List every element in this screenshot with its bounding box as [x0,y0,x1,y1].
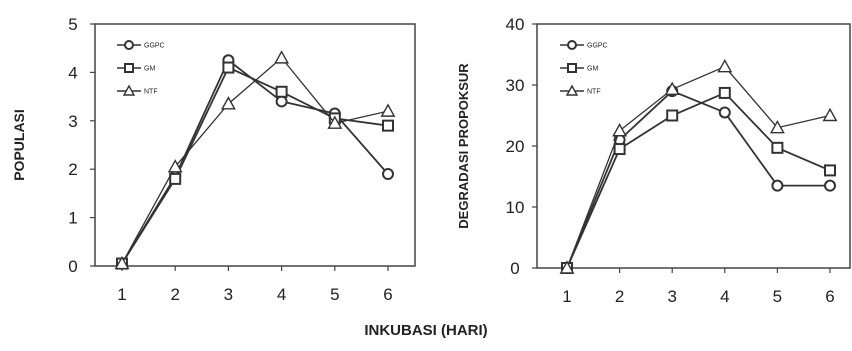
y-tick-label: 0 [510,259,519,278]
data-point-gm [382,119,394,132]
data-point-gm [613,143,626,156]
x-tick-label: 1 [117,285,126,304]
x-tick-label: 4 [277,285,286,304]
data-point-gm [222,61,235,74]
y-axis-label: DEGRADASI PROPOKSUR [456,63,471,229]
data-point-ntf [769,120,785,134]
x-tick-label: 6 [383,285,392,304]
legend-label-gm: GM [587,66,598,73]
legend-marker-ggpc [567,40,577,50]
y-tick-label: 30 [506,76,525,95]
data-point-gm [824,164,836,177]
x-tick-label: 5 [773,287,782,306]
legend-label-gm: GM [144,66,155,73]
legend-marker-ggpc [124,40,134,50]
data-point-ntf [717,59,733,73]
data-point-gm [666,109,679,122]
data-point-ntf [167,159,183,173]
y-tick-label: 0 [68,257,77,276]
x-tick-label: 6 [825,287,834,306]
plot-frame [94,23,416,267]
y-tick-label: 10 [506,198,525,217]
series-line-ntf [566,65,831,269]
series-line-gm [121,66,389,265]
legend-marker-ntf [122,84,136,96]
y-tick-label: 4 [68,63,77,82]
data-point-ntf [114,255,130,270]
legend-label-ntf: NTF [144,89,158,96]
chart-degradasi: 0 10 20 30 40 1 2 3 4 5 6 DEGRADASI PROPOKSUR GGPC GM… [456,15,851,306]
data-point-ntf [327,115,343,129]
y-tick-label: 2 [68,160,77,179]
x-tick-label: 1 [562,287,571,306]
y-tick-label: 20 [506,137,525,156]
data-point-ntf [612,123,628,137]
shared-x-axis-label: INKUBASI (HARI) [364,322,488,339]
data-point-ntf [822,107,838,122]
data-point-ggpc [275,95,288,108]
series-line-ggpc [566,90,830,269]
data-point-ggpc [718,106,731,119]
series-line-ggpc [121,58,389,265]
data-point-ntf [274,50,290,64]
x-tick-label: 2 [615,287,624,306]
data-point-gm [275,85,288,98]
legend-label-ntf: NTF [587,89,601,96]
y-tick-label: 1 [68,209,77,228]
legend-marker-gm [124,63,134,73]
legend-label-ggpc: GGPC [587,43,608,50]
y-tick-label: 5 [68,15,77,34]
data-point-gm [169,172,182,185]
data-point-gm [771,141,784,154]
data-point-ggpc [824,179,836,192]
data-point-gm [718,86,731,99]
legend-marker-ntf [565,84,579,96]
x-tick-label: 5 [330,285,339,304]
y-axis-label: POPULASI [11,109,27,181]
data-point-ggpc [771,179,784,192]
y-tick-label: 40 [506,15,525,34]
x-tick-label: 4 [720,287,729,306]
data-point-ntf [380,103,396,117]
series-line-ntf [121,56,389,264]
data-point-ntf [220,96,236,110]
x-tick-label: 3 [667,287,676,306]
series-line-gm [566,91,831,269]
legend-label-ggpc: GGPC [144,43,165,50]
data-point-ggpc [382,168,394,181]
x-tick-label: 2 [170,285,179,304]
legend-marker-gm [567,63,577,73]
x-tick-label: 3 [224,285,233,304]
y-tick-label: 3 [68,112,77,131]
data-point-ntf [664,81,680,95]
data-point-ntf [559,260,575,274]
chart-populasi: 0 1 2 3 4 5 1 2 3 4 5 6 POPULASI GGPC GM NTF [11,15,416,304]
